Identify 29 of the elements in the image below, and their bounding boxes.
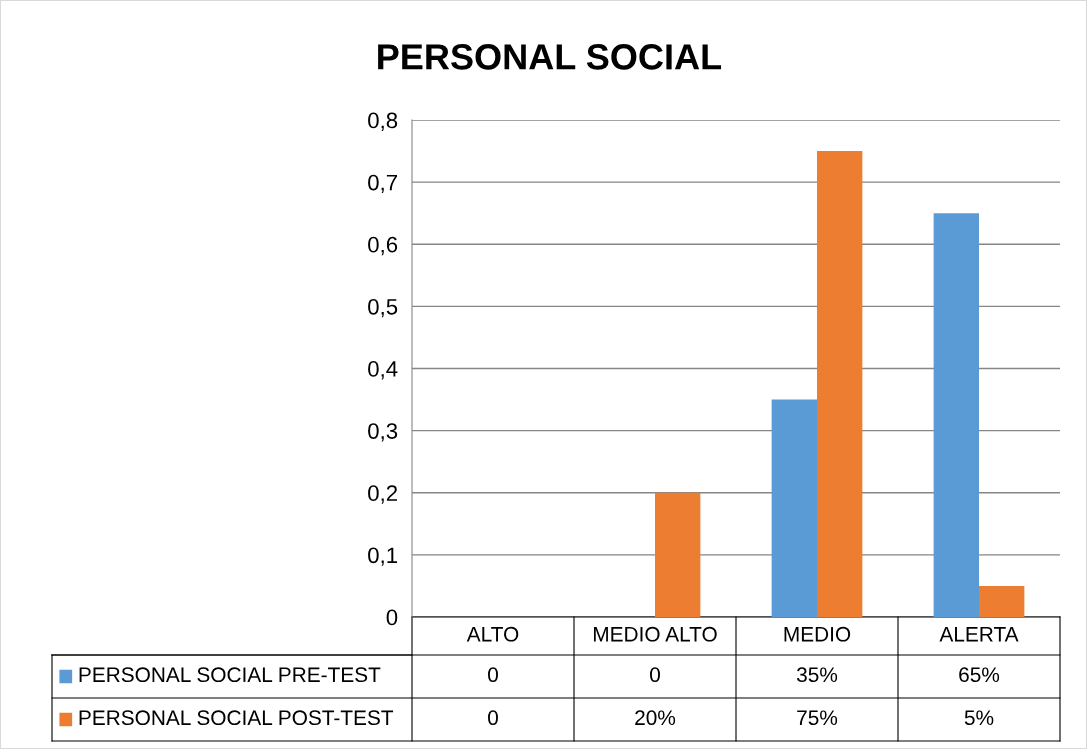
- y-tick-label: 0,5: [368, 298, 398, 318]
- bar: [771, 399, 817, 617]
- data-label: 75%: [797, 710, 838, 726]
- y-tick-label: 0,2: [368, 485, 397, 504]
- legend-label: PERSONAL SOCIAL POST-TEST: [79, 710, 394, 726]
- x-tick-label: MEDIO: [784, 626, 851, 642]
- x-tick-label: ALERTA: [939, 627, 1019, 642]
- chart-title: PERSONAL SOCIAL: [378, 44, 722, 70]
- data-label: 5%: [964, 710, 994, 726]
- bar: [933, 213, 979, 617]
- x-tick-label: MEDIO ALTO: [593, 626, 717, 642]
- bar: [979, 585, 1025, 617]
- y-tick-label: 0,8: [368, 112, 398, 131]
- y-tick-label: 0,1: [368, 547, 398, 566]
- data-label: 0: [488, 710, 498, 726]
- x-tick-label: ALTO: [466, 626, 519, 642]
- data-label: 65%: [959, 667, 1000, 683]
- y-tick-label: 0,4: [368, 361, 398, 380]
- y-tick-label: 0,7: [368, 174, 397, 194]
- y-tick-label: 0,3: [368, 423, 398, 442]
- bar: [655, 492, 701, 617]
- data-label: 20%: [635, 710, 676, 726]
- data-label: 0: [488, 667, 498, 683]
- data-label: 35%: [796, 667, 838, 683]
- bar: [817, 151, 863, 617]
- data-label: 0: [650, 667, 660, 683]
- y-tick-label: 0: [386, 609, 398, 626]
- legend-label: PERSONAL SOCIAL PRE-TEST: [79, 667, 381, 683]
- y-tick-label: 0,6: [368, 236, 398, 256]
